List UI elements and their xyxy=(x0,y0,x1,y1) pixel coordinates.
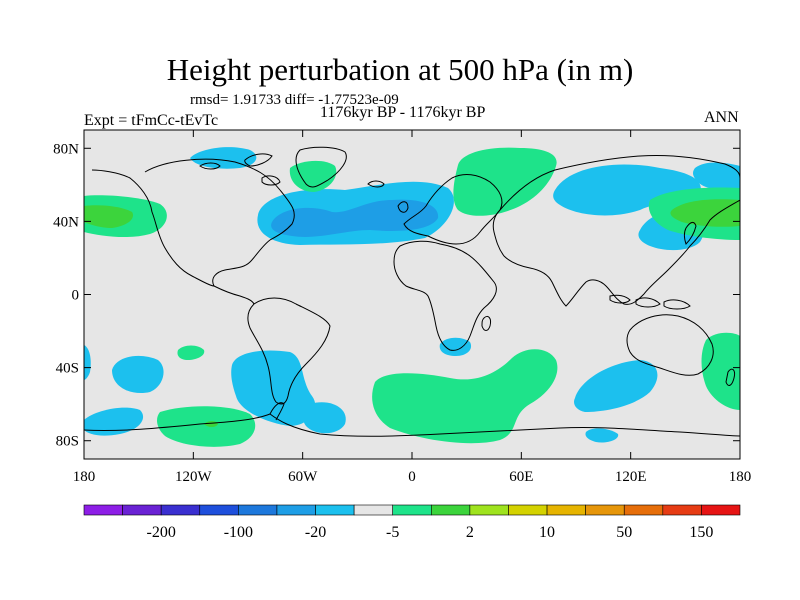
contour-pos-north-pacific-east-core xyxy=(670,199,740,227)
coast-greenland xyxy=(295,146,347,188)
period-text: 1176kyr BP - 1176kyr BP xyxy=(320,104,486,121)
colorbar-label: 2 xyxy=(466,524,474,541)
coast-antarctica xyxy=(84,413,740,437)
coast-africa xyxy=(393,240,497,351)
colorbar-swatch xyxy=(701,504,741,516)
experiment-label: Expt = tFmCc-tEvTc xyxy=(84,112,219,129)
x-tick-label: 0 xyxy=(408,469,416,485)
x-tick-label: 120W xyxy=(175,469,213,485)
colorbar-label: 50 xyxy=(616,524,632,541)
colorbar-swatch xyxy=(585,504,625,516)
contour-pos-greenland xyxy=(289,160,337,192)
contour-pos-south-pacific xyxy=(177,345,205,360)
y-tick-label: 80N xyxy=(53,141,79,157)
contour-neg-ne-asia xyxy=(693,162,740,191)
coast-australia xyxy=(626,314,714,376)
colorbar-swatch xyxy=(430,504,471,516)
statistics-text: rmsd= 1.91733 diff= -1.77523e-09 xyxy=(190,92,399,108)
contour-neg-south-africa xyxy=(439,337,472,356)
axis-ticks: 180 120W 60W 0 60E 120E 180 80N 40N 0 40S 80S xyxy=(53,130,751,485)
colorbar-swatch xyxy=(469,504,509,516)
contour-neg-north-atlantic-core xyxy=(271,199,439,237)
coast-south-america xyxy=(247,297,331,405)
y-tick-label: 40N xyxy=(53,214,79,230)
contour-neg-southern-ocean xyxy=(84,407,144,436)
colorbar-swatch xyxy=(276,504,316,516)
contour-pos-east-pacific-south xyxy=(701,332,740,410)
colorbar-swatch xyxy=(315,504,355,516)
colorbar-swatch xyxy=(508,504,548,516)
coast-asia xyxy=(492,154,740,307)
y-tick-label: 0 xyxy=(72,288,80,304)
colorbar-swatch xyxy=(392,504,432,516)
x-tick-label: 180 xyxy=(729,469,752,485)
y-tick-label: 40S xyxy=(56,361,79,377)
x-tick-label: 120E xyxy=(615,469,647,485)
colorbar-swatch xyxy=(160,504,201,516)
colorbar-swatch xyxy=(83,504,123,516)
contour-pos-antarctic-pacific xyxy=(157,406,256,447)
coast-indonesia xyxy=(609,294,691,310)
contour-neg-south-atlantic xyxy=(302,402,346,434)
contour-neg-south-america xyxy=(231,350,316,426)
colorbar: -200 -100 -20 -5 2 10 50 150 xyxy=(83,504,741,541)
y-tick-label: 80S xyxy=(56,434,79,450)
x-tick-label: 60W xyxy=(288,469,318,485)
colorbar-swatch xyxy=(353,504,394,516)
season-label: ANN xyxy=(704,109,739,126)
contour-neg-antarctic xyxy=(585,428,619,443)
x-tick-label: 180 xyxy=(73,469,96,485)
contour-neg-south-pacific xyxy=(112,355,164,394)
colorbar-label: -5 xyxy=(386,524,399,541)
contour-pos-north-pacific-west-core xyxy=(84,205,134,228)
coast-central-america xyxy=(213,285,255,305)
contour-pos-south-indian xyxy=(372,349,558,444)
contour-pos-scandinavia-russia xyxy=(453,147,557,216)
contour-neg-west-edge xyxy=(84,345,91,380)
coast-madagascar xyxy=(481,315,491,331)
x-tick-label: 60E xyxy=(509,469,533,485)
colorbar-label: 10 xyxy=(539,524,555,541)
coast-british-isles xyxy=(397,201,409,213)
coast-iceland xyxy=(367,180,385,188)
colorbar-swatch xyxy=(662,504,702,516)
coastlines xyxy=(84,146,740,437)
colorbar-label: -100 xyxy=(224,524,253,541)
colorbar-label: 150 xyxy=(689,524,713,541)
colorbar-swatch xyxy=(238,504,278,516)
plot-title: Height perturbation at 500 hPa (in m) xyxy=(166,52,634,87)
contour-fields xyxy=(84,147,740,447)
contour-neg-south-indian xyxy=(574,360,658,412)
coast-new-zealand xyxy=(725,368,735,386)
coast-japan xyxy=(684,221,697,245)
colorbar-swatch xyxy=(122,504,162,516)
colorbar-label: -20 xyxy=(305,524,326,541)
coast-arctic-islands xyxy=(199,153,281,186)
coast-north-america xyxy=(91,158,295,287)
colorbar-swatch xyxy=(199,504,239,516)
coast-antarctic-peninsula xyxy=(269,402,285,421)
colorbar-swatch xyxy=(546,504,586,516)
colorbar-swatch xyxy=(623,504,664,516)
colorbar-label: -200 xyxy=(147,524,176,541)
